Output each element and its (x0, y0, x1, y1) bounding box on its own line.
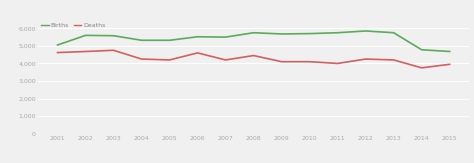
Births (195, 36, 201, 38)
Deaths (55, 52, 60, 53)
Births (111, 35, 117, 37)
Deaths (419, 67, 425, 69)
Deaths (223, 59, 228, 61)
Births (82, 34, 88, 36)
Deaths (251, 55, 256, 57)
Deaths (195, 52, 201, 54)
Births (167, 39, 173, 41)
Line: Deaths: Deaths (57, 50, 450, 68)
Births (223, 36, 228, 38)
Deaths (363, 58, 368, 60)
Line: Births: Births (57, 31, 450, 52)
Births (139, 39, 145, 41)
Births (419, 49, 425, 51)
Births (251, 32, 256, 34)
Births (279, 33, 284, 35)
Deaths (447, 63, 453, 65)
Deaths (82, 51, 88, 52)
Births (307, 33, 312, 35)
Deaths (139, 58, 145, 60)
Deaths (279, 61, 284, 63)
Births (363, 30, 368, 32)
Births (447, 51, 453, 52)
Deaths (167, 59, 173, 61)
Births (391, 32, 396, 34)
Deaths (391, 59, 396, 61)
Deaths (111, 49, 117, 51)
Deaths (335, 62, 340, 64)
Births (335, 32, 340, 34)
Births (55, 44, 60, 46)
Legend: Births, Deaths: Births, Deaths (41, 23, 106, 28)
Deaths (307, 61, 312, 63)
